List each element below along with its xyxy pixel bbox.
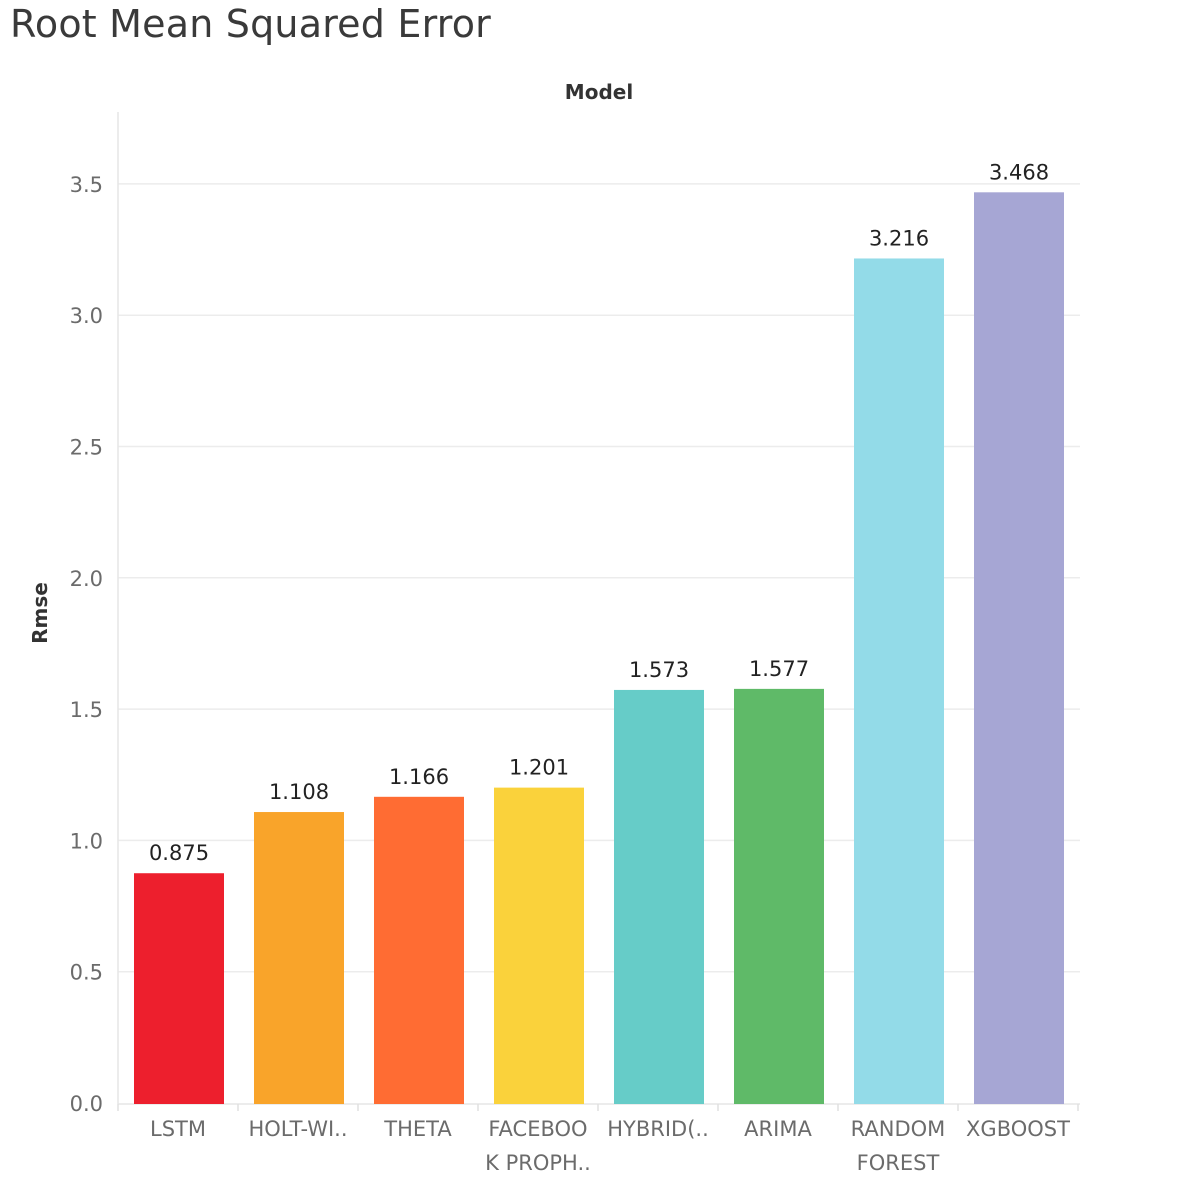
x-tick-label: FOREST [857,1151,940,1175]
x-tick-label: XGBOOST [966,1117,1070,1141]
data-label: 1.108 [269,780,329,804]
x-tick-label: ARIMA [744,1117,812,1141]
bar[interactable] [254,812,344,1104]
y-tick-label: 2.5 [70,436,103,460]
data-label: 0.875 [149,841,209,865]
y-tick-label: 1.0 [70,829,103,853]
y-tick-label: 3.5 [70,173,103,197]
x-tick-label: LSTM [150,1117,206,1141]
bar[interactable] [974,192,1064,1104]
x-axis-title: Model [565,80,633,104]
y-tick-label: 2.0 [70,567,103,591]
y-tick-labels: 0.0 0.5 1.0 1.5 2.0 2.5 3.0 3.5 [70,173,103,1116]
bar[interactable] [734,688,824,1104]
data-labels: 0.875 1.108 1.166 1.201 1.573 1.577 3.216 3.468 [149,160,1049,865]
bar[interactable] [494,787,584,1104]
y-tick-label: 0.5 [70,961,103,985]
bars [134,192,1064,1104]
data-label: 3.468 [989,160,1049,184]
data-label: 1.166 [389,765,449,789]
chart-title: Root Mean Squared Error [10,2,491,46]
x-tick-label: HOLT-WI.. [248,1117,347,1141]
x-tick-label: FACEBOO [488,1117,587,1141]
x-tick-label: K PROPH.. [485,1151,591,1175]
y-tick-label: 1.5 [70,698,103,722]
data-label: 3.216 [869,226,929,250]
y-tick-label: 3.0 [70,304,103,328]
y-axis-title: Rmse [28,582,52,644]
data-label: 1.573 [629,658,689,682]
bar[interactable] [854,258,944,1104]
bar[interactable] [374,796,464,1104]
bar[interactable] [134,873,224,1104]
data-label: 1.201 [509,756,569,780]
x-tick-label: THETA [383,1117,452,1141]
y-tick-label: 0.0 [70,1092,103,1116]
data-label: 1.577 [749,657,809,681]
bar[interactable] [614,689,704,1104]
x-tick-label: HYBRID(.. [607,1117,709,1141]
x-tick-labels: LSTM HOLT-WI.. THETA FACEBOO K PROPH.. HYBRID… [150,1117,1070,1175]
x-tick-label: RANDOM [851,1117,946,1141]
